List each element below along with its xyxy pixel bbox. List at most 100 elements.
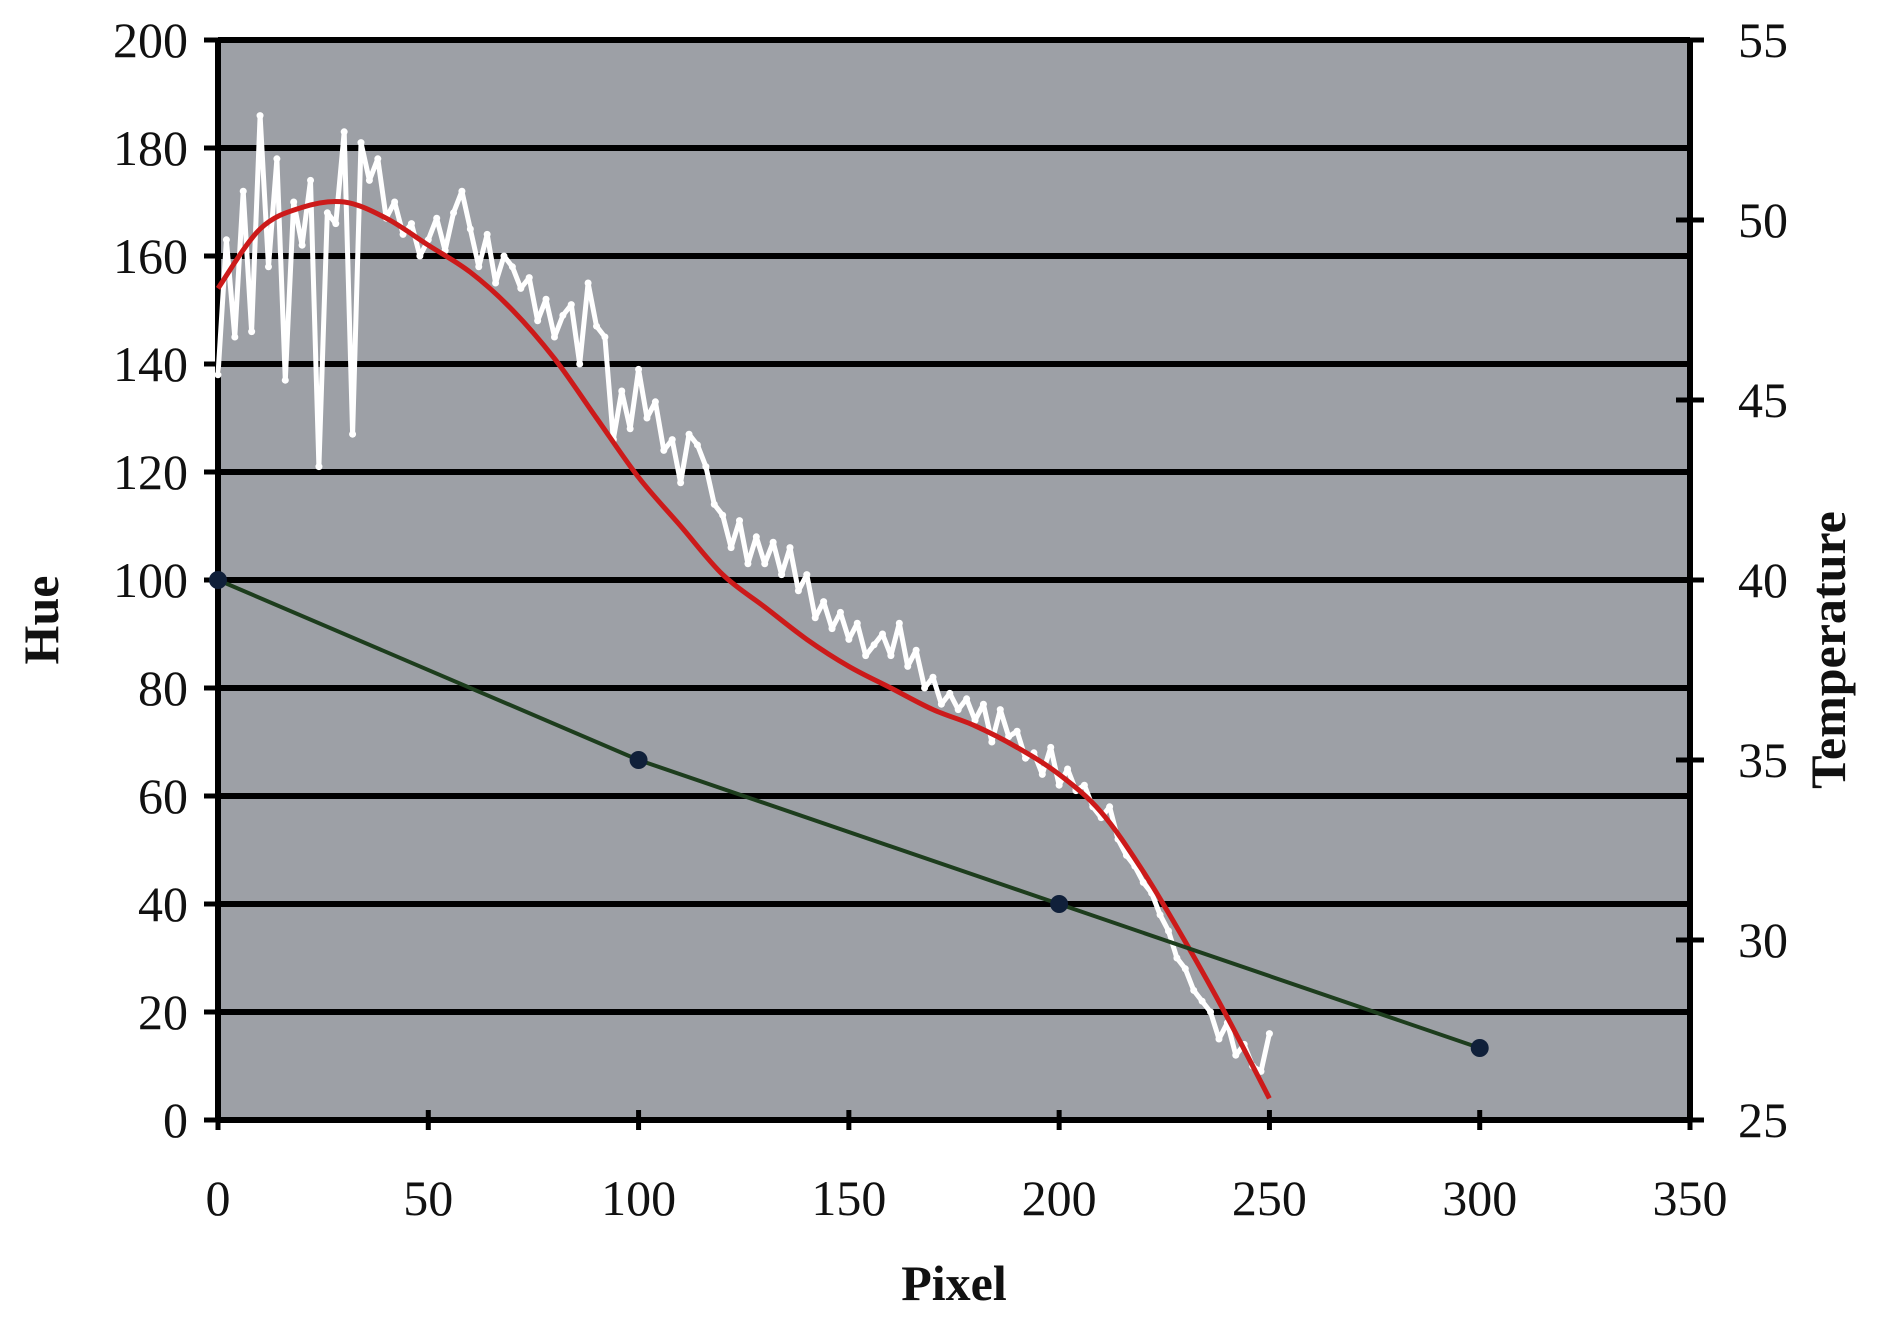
y-left-tick-label: 140: [113, 336, 188, 392]
y-left-tick-label: 200: [113, 12, 188, 68]
hue-raw-point: [407, 220, 415, 228]
hue-raw-point: [685, 430, 693, 438]
hue-raw-point: [820, 598, 828, 606]
hue-raw-point: [744, 560, 752, 568]
hue-fit-curve: [215, 198, 1272, 1100]
hue-raw-point: [323, 209, 331, 217]
hue-raw-point: [1190, 986, 1198, 994]
hue-raw-point: [550, 333, 558, 341]
hue-raw-point: [912, 646, 920, 654]
hue-raw-point: [1198, 997, 1206, 1005]
hue-raw-point: [719, 511, 727, 519]
y-axis-left-title: Hue: [13, 576, 69, 665]
hue-raw-point: [1232, 1051, 1240, 1059]
y-right-tick-label: 40: [1738, 552, 1788, 608]
hue-raw-point: [904, 662, 912, 670]
hue-raw-point: [853, 619, 861, 627]
hue-raw-point: [1164, 927, 1172, 935]
y-left-tick-label: 180: [113, 120, 188, 176]
y-left-tick-label: 120: [113, 444, 188, 500]
hue-raw-point: [1038, 770, 1046, 778]
hue-raw-point: [736, 517, 744, 525]
hue-raw-point: [710, 500, 718, 508]
hue-raw-point: [836, 608, 844, 616]
hue-raw-point: [584, 279, 592, 287]
hue-raw-point: [988, 738, 996, 746]
x-tick-label: 0: [206, 1170, 231, 1226]
hue-raw-point: [475, 263, 483, 271]
hue-raw-point: [778, 571, 786, 579]
y-left-tick-label: 60: [138, 768, 188, 824]
hue-raw-point: [845, 635, 853, 643]
hue-raw-point: [264, 263, 272, 271]
hue-raw-point: [1122, 851, 1130, 859]
hue-raw-point: [1064, 765, 1072, 773]
hue-raw-point: [1156, 911, 1164, 919]
tick-labels: 0 20 40 60 80 100 120 140 160 180 200 25 30 35 40 45 50 5…: [113, 12, 1788, 1226]
x-tick-label: 200: [1022, 1170, 1097, 1226]
y-right-tick-label: 45: [1738, 372, 1788, 428]
hue-raw-point: [769, 538, 777, 546]
temperature-point: [629, 751, 648, 769]
hue-raw-point: [668, 436, 676, 444]
hue-raw-point: [1207, 1008, 1215, 1016]
hue-raw-point: [239, 187, 247, 195]
hue-raw-point: [332, 220, 340, 228]
hue-raw-point: [222, 236, 230, 244]
y-left-tick-label: 40: [138, 876, 188, 932]
hue-raw-point: [340, 128, 348, 136]
hue-raw-point: [651, 398, 659, 406]
x-tick-label: 350: [1653, 1170, 1728, 1226]
y-axis-right-title: Temperature: [1800, 511, 1856, 789]
hue-raw-point: [677, 479, 685, 487]
hue-raw-point: [256, 112, 264, 120]
y-right-tick-label: 30: [1738, 912, 1788, 968]
hue-raw-point: [635, 365, 643, 373]
hue-raw-point: [702, 463, 710, 471]
hue-raw-point: [492, 279, 500, 287]
hue-raw-point: [643, 414, 651, 422]
temperature-point: [1470, 1039, 1489, 1057]
hue-raw-point: [281, 376, 289, 384]
hue-raw-point: [996, 706, 1004, 714]
hue-raw-point: [761, 560, 769, 568]
hue-raw-point: [660, 446, 668, 454]
hue-raw-point: [811, 614, 819, 622]
temperature-line: [217, 578, 1481, 1050]
hue-raw-point: [273, 155, 281, 163]
temperature-point: [209, 571, 227, 589]
hue-raw-point: [231, 333, 239, 341]
hue-raw-point: [1265, 1030, 1273, 1038]
hue-raw-point: [1257, 1067, 1265, 1075]
y-right-tick-label: 25: [1738, 1092, 1788, 1148]
hue-raw-point: [618, 387, 626, 395]
hue-raw-point: [921, 684, 929, 692]
y-right-tick-label: 55: [1738, 12, 1788, 68]
x-axis-title: Pixel: [901, 1255, 1007, 1311]
x-tick-label: 50: [403, 1170, 453, 1226]
hue-raw-point: [862, 652, 870, 660]
y-left-tick-label: 160: [113, 228, 188, 284]
hue-raw-point: [601, 333, 609, 341]
hue-raw-point: [298, 241, 306, 249]
hue-raw-point: [500, 252, 508, 260]
hue-raw-point: [534, 317, 542, 325]
hue-raw-point: [794, 587, 802, 595]
hue-raw-point: [929, 673, 937, 681]
hue-raw-point: [1013, 727, 1021, 735]
hue-raw-point: [559, 311, 567, 319]
hue-raw-point: [593, 322, 601, 330]
hue-raw-point: [433, 214, 441, 222]
hue-raw-point: [399, 230, 407, 238]
hue-raw-point: [307, 176, 315, 184]
hue-raw-point: [954, 706, 962, 714]
series: [209, 112, 1489, 1100]
hue-raw-point: [1055, 781, 1063, 789]
hue-raw-point: [458, 187, 466, 195]
hue-raw-point: [879, 630, 887, 638]
hue-raw-point: [1173, 954, 1181, 962]
hue-raw-point: [1005, 733, 1013, 741]
hue-raw-point: [1139, 878, 1147, 886]
